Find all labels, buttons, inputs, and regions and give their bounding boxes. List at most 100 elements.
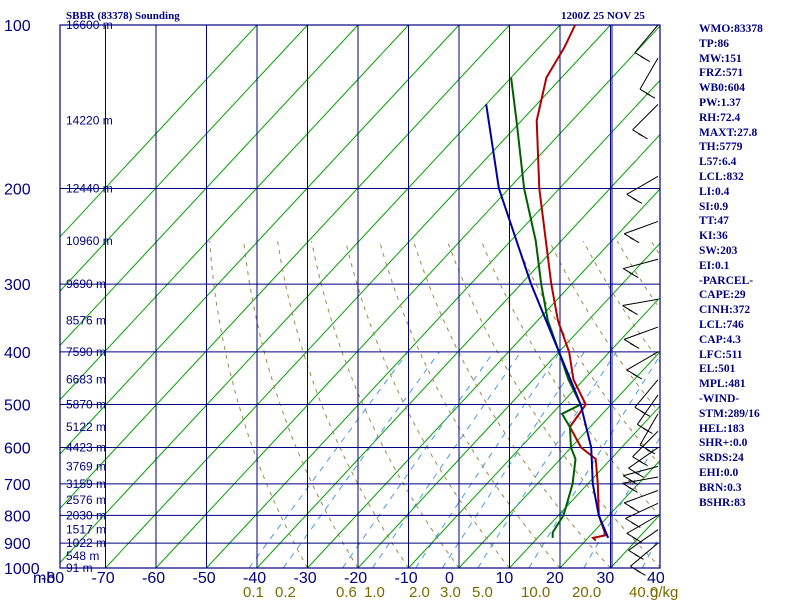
height-label: 91 m bbox=[66, 561, 93, 575]
height-label: 3769 m bbox=[66, 459, 106, 473]
mixing-ratio-line bbox=[248, 351, 409, 568]
dewpoint-trace bbox=[510, 77, 583, 538]
height-label: 2576 m bbox=[66, 493, 106, 507]
temperature-tick-label: -60 bbox=[142, 570, 165, 587]
sounding-index-item: CAP:4.3 bbox=[699, 333, 741, 346]
height-label: 12440 m bbox=[66, 181, 113, 195]
sounding-index-item: -PARCEL- bbox=[699, 274, 754, 287]
temperature-tick-label: 30 bbox=[597, 570, 615, 587]
mixing-ratio-label: 3.0 bbox=[440, 584, 461, 600]
temperature-tick-label: 0 bbox=[445, 570, 454, 587]
height-label: 8576 m bbox=[66, 313, 106, 327]
plot-frame bbox=[59, 24, 661, 569]
dry-adiabat-line bbox=[243, 241, 359, 568]
sounding-index-item: RH:72.4 bbox=[699, 111, 741, 124]
sounding-index-item: BSHR:83 bbox=[699, 496, 746, 509]
mixing-ratio-label: 0.1 bbox=[243, 584, 264, 600]
sounding-index-item: MPL:481 bbox=[699, 378, 746, 391]
mixing-ratio-label: g/kg bbox=[650, 584, 678, 600]
height-label: 7590 m bbox=[66, 345, 106, 359]
pressure-tick-label: 200 bbox=[4, 181, 31, 198]
sounding-index-item: WMO:83378 bbox=[699, 23, 763, 35]
temperature-tick-label: -30 bbox=[294, 570, 317, 587]
wind-barb bbox=[630, 542, 659, 576]
mixing-ratio-label: 2.0 bbox=[409, 584, 430, 600]
sounding-index-item: KI:36 bbox=[699, 230, 728, 243]
dry-adiabat-line bbox=[277, 241, 409, 568]
wind-barb bbox=[622, 476, 659, 493]
isotherm-line bbox=[60, 25, 409, 401]
isotherm-line bbox=[60, 25, 308, 292]
isotherm-line bbox=[458, 351, 660, 568]
wind-barb bbox=[632, 103, 659, 140]
wind-barb bbox=[623, 490, 659, 513]
mixing-ratio-line bbox=[415, 351, 561, 568]
temperature-tick-label: 10 bbox=[496, 570, 514, 587]
chart-title: SBBR (83378) Sounding bbox=[66, 10, 180, 22]
sounding-index-item: PW:1.37 bbox=[699, 96, 741, 109]
pressure-tick-label: 900 bbox=[4, 536, 31, 553]
isotherm-line bbox=[408, 296, 660, 568]
isotherm-line bbox=[509, 405, 660, 568]
temperature-tick-label: -70 bbox=[92, 570, 115, 587]
isotherm-line bbox=[559, 459, 660, 568]
sounding-index-item: LI:0.4 bbox=[699, 185, 730, 198]
wind-barb bbox=[626, 175, 659, 204]
sounding-indices-panel: WMO:83378 TP:86 MW:151 FRZ:571 WB0:604 PW:1.3… bbox=[699, 22, 799, 510]
dry-adiabat-line bbox=[446, 240, 660, 568]
pressure-tick-label: 1000 bbox=[4, 561, 40, 578]
temperature-tick-label: 20 bbox=[546, 570, 564, 587]
pressure-tick-label: 100 bbox=[4, 18, 31, 35]
pressure-tick-label: 300 bbox=[4, 277, 31, 294]
sounding-index-item: TP:86 bbox=[699, 37, 730, 50]
mixing-ratio-label: 1.0 bbox=[364, 584, 385, 600]
wind-barb bbox=[634, 24, 659, 63]
wind-barb bbox=[626, 351, 659, 380]
sounding-index-item: HEL:183 bbox=[699, 422, 745, 435]
temperature-tick-label: -20 bbox=[344, 570, 367, 587]
height-label: 1022 m bbox=[66, 536, 106, 550]
mixing-ratio-label: 0.2 bbox=[275, 584, 296, 600]
isotherm-line bbox=[60, 25, 359, 347]
height-label: 5122 m bbox=[66, 420, 106, 434]
sounding-index-item: SI:0.9 bbox=[699, 200, 729, 213]
chart-datetime: 1200Z 25 NOV 25 bbox=[561, 10, 645, 22]
pressure-tick-label: 600 bbox=[4, 441, 31, 458]
height-label: 5870 m bbox=[66, 398, 106, 412]
sounding-index-item: SRDS:24 bbox=[699, 452, 744, 465]
wind-barb bbox=[628, 529, 659, 560]
sounding-index-item: WB0:604 bbox=[699, 82, 745, 95]
height-label: 548 m bbox=[66, 549, 99, 563]
wind-barb bbox=[622, 298, 659, 315]
height-label: 14220 m bbox=[66, 114, 113, 128]
sounding-index-item: EHI:0.0 bbox=[699, 466, 739, 479]
sounding-index-item: CAPE:29 bbox=[699, 289, 746, 302]
wind-barb bbox=[622, 258, 659, 278]
dry-adiabat-line bbox=[379, 240, 561, 568]
sounding-index-item: STM:289/16 bbox=[699, 407, 760, 420]
wind-barb bbox=[628, 447, 659, 478]
height-label: 9690 m bbox=[66, 277, 106, 291]
pressure-tick-label: 400 bbox=[4, 345, 31, 362]
sounding-index-item: CINH:372 bbox=[699, 304, 751, 317]
mixing-ratio-line bbox=[441, 351, 585, 568]
mixing-ratio-label: 0.6 bbox=[336, 584, 357, 600]
sounding-index-item: SW:203 bbox=[699, 244, 738, 257]
sounding-index-item: SHR+:0.0 bbox=[699, 437, 748, 450]
height-label: 3159 m bbox=[66, 477, 106, 491]
wind-barb bbox=[623, 326, 659, 349]
wind-barb bbox=[639, 57, 659, 99]
parcel-trace bbox=[485, 104, 610, 539]
dry-adiabat-line bbox=[412, 240, 611, 568]
mixing-ratio-line bbox=[342, 351, 495, 568]
temperature-tick-label: 40 bbox=[647, 570, 665, 587]
pressure-tick-label: 500 bbox=[4, 398, 31, 415]
pressure-tick-label: 800 bbox=[4, 508, 31, 525]
sounding-index-item: MW:151 bbox=[699, 52, 742, 65]
temperature-tick-label: -80 bbox=[41, 570, 64, 587]
sounding-index-item: TT:47 bbox=[699, 215, 729, 228]
height-label: 2030 m bbox=[66, 508, 106, 522]
sounding-index-item: MAXT:27.8 bbox=[699, 126, 758, 139]
sounding-index-item: EL:501 bbox=[699, 363, 736, 376]
